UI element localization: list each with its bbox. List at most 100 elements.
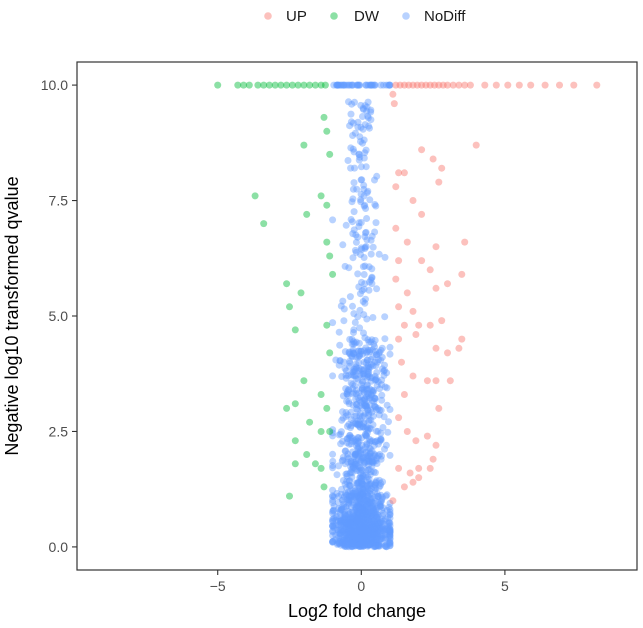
nodiff-point	[362, 409, 369, 417]
nodiff-point	[334, 517, 342, 525]
nodiff-point	[364, 114, 372, 122]
nodiff-point	[370, 441, 378, 449]
nodiff-point	[377, 346, 385, 354]
nodiff-point	[339, 297, 347, 305]
nodiff-point	[345, 498, 353, 506]
nodiff-point	[368, 457, 376, 465]
nodiff-point	[349, 538, 357, 546]
nodiff-point	[364, 492, 372, 500]
x-axis-title: Log2 fold change	[288, 601, 426, 621]
nodiff-point	[364, 406, 372, 414]
nodiff-point	[386, 522, 394, 530]
nodiff-point	[360, 185, 368, 193]
up-point	[415, 474, 423, 482]
nodiff-point	[335, 529, 343, 537]
nodiff-point	[371, 438, 379, 446]
nodiff-point	[368, 273, 376, 281]
nodiff-point	[347, 492, 355, 500]
nodiff-point	[380, 413, 388, 421]
nodiff-point	[347, 422, 355, 430]
nodiff-point	[338, 496, 346, 504]
nodiff-point	[370, 523, 378, 531]
nodiff-point	[365, 465, 373, 473]
nodiff-point	[344, 81, 352, 89]
nodiff-point	[348, 538, 356, 546]
nodiff-point	[350, 464, 358, 472]
nodiff-point	[354, 445, 362, 452]
nodiff-point	[347, 463, 355, 471]
nodiff-point	[352, 504, 360, 511]
nodiff-point	[357, 347, 365, 355]
nodiff-point	[349, 536, 357, 543]
nodiff-point	[329, 527, 337, 535]
nodiff-point	[365, 508, 373, 516]
up-point	[389, 497, 397, 505]
nodiff-point	[334, 81, 342, 89]
nodiff-point	[345, 519, 352, 526]
nodiff-point	[358, 543, 366, 550]
nodiff-point	[347, 379, 355, 387]
nodiff-point	[352, 519, 360, 527]
nodiff-point	[361, 539, 369, 546]
nodiff-point	[346, 359, 354, 367]
nodiff-point	[363, 356, 371, 364]
nodiff-point	[341, 538, 348, 546]
nodiff-point	[378, 523, 386, 531]
nodiff-point	[355, 223, 363, 230]
nodiff-point	[359, 525, 367, 533]
nodiff-point	[364, 466, 372, 474]
x-tick-label: 0	[357, 578, 365, 594]
nodiff-point	[343, 527, 351, 535]
nodiff-point	[375, 356, 382, 364]
nodiff-point	[366, 401, 374, 409]
nodiff-point	[355, 347, 363, 355]
nodiff-point	[351, 537, 359, 545]
nodiff-point	[362, 448, 370, 456]
nodiff-point	[349, 535, 357, 543]
nodiff-point	[361, 520, 368, 528]
nodiff-point	[345, 533, 353, 541]
nodiff-point	[367, 416, 375, 424]
nodiff-point	[354, 421, 362, 429]
nodiff-point	[371, 511, 379, 519]
nodiff-point	[336, 520, 344, 528]
nodiff-point	[368, 502, 376, 510]
nodiff-point	[352, 412, 360, 420]
nodiff-point	[350, 513, 358, 521]
nodiff-point	[371, 469, 379, 477]
nodiff-point	[352, 375, 360, 383]
nodiff-point	[353, 522, 361, 530]
nodiff-point	[346, 293, 354, 301]
nodiff-point	[362, 349, 370, 357]
nodiff-point	[350, 459, 358, 466]
nodiff-point	[366, 500, 374, 508]
nodiff-point	[368, 386, 376, 394]
nodiff-point	[345, 534, 353, 542]
nodiff-point	[371, 201, 379, 208]
nodiff-point	[363, 458, 371, 466]
nodiff-point	[357, 532, 365, 540]
nodiff-point	[360, 492, 368, 500]
nodiff-point	[369, 362, 377, 370]
nodiff-point	[347, 514, 355, 522]
nodiff-point	[354, 444, 362, 452]
nodiff-point	[378, 495, 386, 503]
dw-point	[321, 81, 329, 89]
nodiff-point	[354, 353, 362, 361]
nodiff-point	[332, 513, 340, 521]
nodiff-point	[354, 347, 362, 355]
nodiff-point	[354, 451, 362, 458]
nodiff-point	[370, 537, 378, 545]
nodiff-point	[364, 98, 372, 106]
nodiff-point	[376, 385, 384, 393]
nodiff-point	[356, 496, 364, 504]
nodiff-point	[348, 508, 356, 516]
nodiff-point	[378, 376, 386, 384]
nodiff-point	[375, 520, 383, 528]
nodiff-point	[362, 518, 370, 526]
nodiff-point	[358, 475, 366, 482]
nodiff-point	[341, 517, 349, 525]
nodiff-point	[381, 366, 388, 374]
nodiff-point	[368, 408, 376, 416]
y-tick-label: 2.5	[49, 423, 69, 439]
